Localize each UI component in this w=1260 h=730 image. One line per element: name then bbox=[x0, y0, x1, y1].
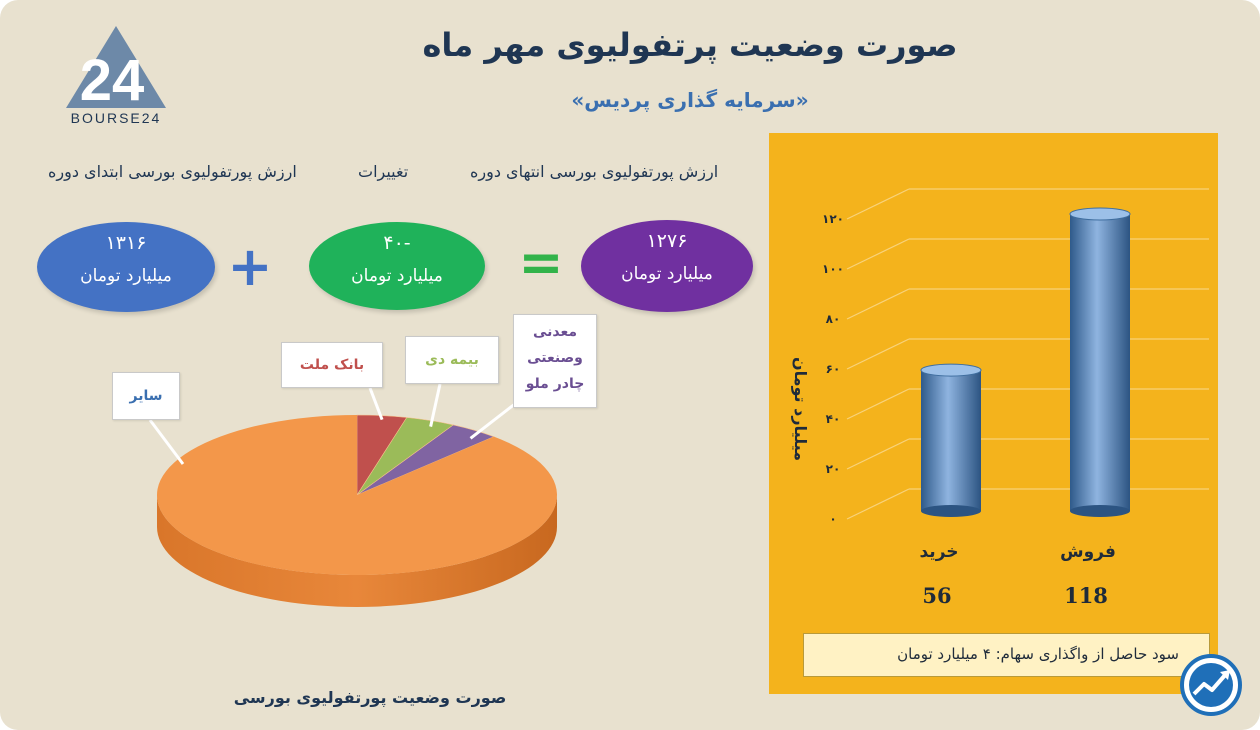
pie-slices bbox=[157, 414, 558, 575]
bars bbox=[920, 207, 1131, 517]
category-labels: خرید فروش bbox=[919, 542, 1115, 562]
y-axis-ticks: ۰ ۲۰ ۴۰ ۶۰ ۸۰ ۱۰۰ ۱۲۰ bbox=[822, 212, 844, 526]
grid-line-diag bbox=[846, 438, 910, 470]
pie-slice-chadormalu bbox=[356, 424, 495, 496]
bar-base bbox=[921, 505, 981, 517]
bar-chart-panel: ۰ ۲۰ ۴۰ ۶۰ ۸۰ ۱۰۰ ۱۲۰ خرید فروش 56 118 میلیارد ت… bbox=[769, 133, 1218, 694]
change-oval: -۴۰ میلیارد تومان bbox=[309, 222, 485, 310]
start-value-unit: میلیارد تومان bbox=[80, 266, 172, 286]
category-label: فروش bbox=[1060, 542, 1116, 562]
y-tick-label: ۱۰۰ bbox=[822, 262, 844, 276]
change-label: تغییرات bbox=[358, 162, 409, 181]
bar-base bbox=[1070, 505, 1130, 517]
pie-side-band bbox=[157, 495, 557, 607]
slice-label-other: سایر bbox=[112, 372, 180, 420]
start-value-label: ارزش پورتفولیوی بورسی ابتدای دوره bbox=[48, 162, 297, 181]
change-value: -۴۰ bbox=[383, 232, 411, 254]
bourse24-logo: 24 bbox=[66, 26, 166, 110]
grid-line-diag bbox=[846, 188, 910, 220]
profit-value: ۴ میلیارد تومان bbox=[897, 645, 991, 663]
start-value: ۱۳۱۶ bbox=[105, 232, 147, 254]
page-title: صورت وضعیت پرتفولیوی مهر ماه bbox=[422, 26, 958, 64]
grid-line-diag bbox=[846, 488, 910, 520]
leader-other bbox=[148, 419, 185, 465]
y-tick-label: ۸۰ bbox=[826, 312, 841, 326]
pie-side bbox=[157, 495, 557, 607]
bar-chart: ۰ ۲۰ ۴۰ ۶۰ ۸۰ ۱۰۰ ۱۲۰ خرید فروش 56 118 میلیارد ت… bbox=[791, 188, 1209, 608]
grid-line-diag bbox=[846, 238, 910, 270]
data-label: 56 bbox=[922, 583, 951, 608]
equals-sign: = bbox=[518, 231, 564, 294]
slice-label-bimeh-dey: بیمه دی bbox=[405, 336, 499, 384]
y-tick-label: ۱۲۰ bbox=[822, 212, 844, 226]
grid-line-diag bbox=[846, 338, 910, 370]
y-tick-label: ۴۰ bbox=[826, 412, 841, 426]
profit-box: سود حاصل از واگذاری سهام: ۴ میلیارد توما… bbox=[803, 633, 1210, 677]
slice-label-chadormalu: معدنی وصنعتی چادر ملو bbox=[513, 314, 597, 408]
trend-chart-icon bbox=[1180, 654, 1242, 716]
bar-cap bbox=[1069, 207, 1131, 221]
data-label: 118 bbox=[1064, 583, 1108, 608]
pie-chart-title: صورت وضعیت پورتفولیوی بورسی bbox=[233, 688, 507, 707]
end-value-unit: میلیارد تومان bbox=[621, 264, 713, 284]
pie-leader-lines bbox=[148, 383, 521, 465]
profit-text: سود حاصل از واگذاری سهام: ۴ میلیارد توما… bbox=[897, 645, 1179, 663]
leader-bimeh-dey bbox=[429, 383, 442, 427]
y-tick-label: ۶۰ bbox=[826, 362, 841, 376]
bar-body bbox=[1070, 214, 1130, 511]
category-label: خرید bbox=[919, 542, 958, 562]
change-unit: میلیارد تومان bbox=[351, 266, 443, 286]
pie-chart bbox=[148, 383, 558, 607]
bar-0 bbox=[920, 363, 982, 517]
y-tick-label: ۰ bbox=[829, 512, 836, 526]
slice-label-bank-mellat: بانک ملت bbox=[281, 342, 383, 388]
end-value-oval: ۱۲۷۶ میلیارد تومان bbox=[581, 220, 753, 312]
bar-1 bbox=[1069, 207, 1131, 517]
end-value: ۱۲۷۶ bbox=[646, 230, 688, 252]
plus-sign: + bbox=[227, 235, 273, 298]
svg-text:24: 24 bbox=[80, 48, 145, 110]
page-subtitle: «سرمایه گذاری پردیس» bbox=[571, 88, 809, 112]
logo-text: BOURSE24 bbox=[70, 110, 162, 126]
y-axis-label: میلیارد تومان bbox=[791, 357, 810, 461]
grid-line-diag bbox=[846, 388, 910, 420]
leader-bank-mellat bbox=[368, 387, 384, 421]
bar-cap bbox=[920, 363, 982, 377]
bar-body bbox=[921, 370, 981, 511]
y-tick-label: ۲۰ bbox=[826, 462, 841, 476]
pie-slice-other bbox=[157, 415, 558, 575]
bar-chart-grid bbox=[846, 188, 1209, 520]
end-value-label: ارزش پورتفولیوی بورسی انتهای دوره bbox=[470, 162, 719, 181]
data-labels: 56 118 bbox=[922, 583, 1108, 608]
grid-line-diag bbox=[846, 288, 910, 320]
leader-chadormalu bbox=[469, 398, 521, 440]
start-value-oval: ۱۳۱۶ میلیارد تومان bbox=[37, 222, 215, 312]
profit-label: سود حاصل از واگذاری سهام: bbox=[995, 645, 1179, 663]
